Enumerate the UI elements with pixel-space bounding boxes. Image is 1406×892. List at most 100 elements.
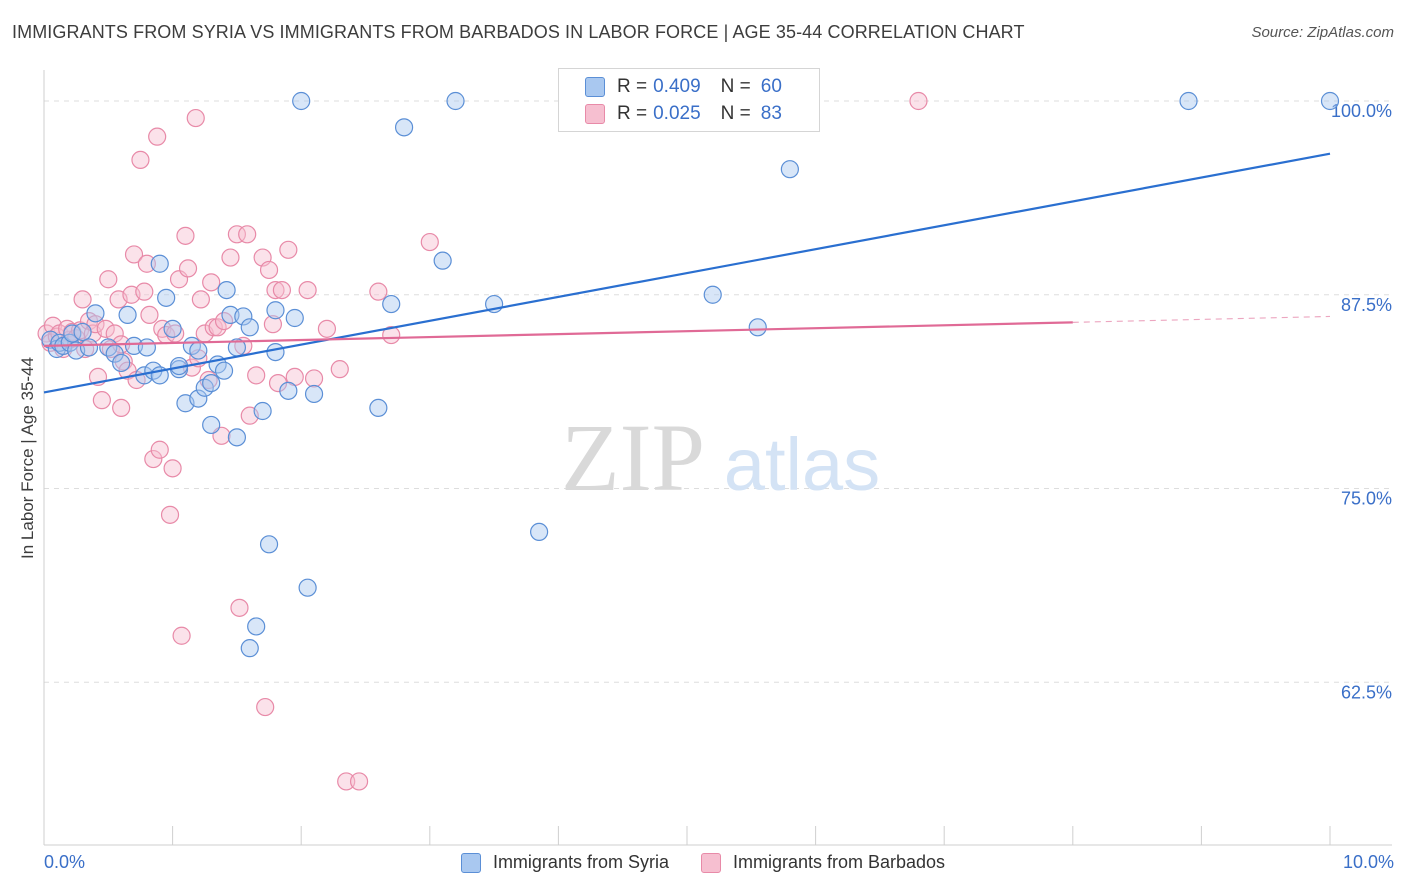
syria-point [202,374,221,393]
barbados-point [227,225,246,244]
syria-point [217,281,236,300]
watermark-zip: ZIP [561,404,705,511]
barbados-point [99,270,118,289]
barbados-point [160,505,180,524]
syria-legend-swatch [460,852,481,873]
barbados-point [124,245,144,264]
legend-r-label: R = [617,76,648,97]
barbados-point [298,281,317,300]
barbados-point [382,325,401,345]
barbados-trend-line [43,321,1073,347]
syria-point [433,251,452,270]
barbados-point [131,150,150,169]
barbados-trend-line-extension [1072,315,1331,323]
syria-r-value: 0.409 [653,76,701,97]
syria-point [292,91,311,111]
syria-point [530,522,549,542]
barbados-points [37,91,928,791]
syria-point [73,322,92,342]
barbados-point [420,232,439,252]
barbados-point [144,449,163,469]
barbados-point [230,598,249,617]
barbados-r-value: 0.025 [653,103,701,124]
barbados-point [92,391,111,410]
barbados-point [304,369,324,388]
syria-point [304,384,324,404]
axes [43,70,1392,846]
syria-point [703,285,722,304]
syria-n-value: 60 [760,76,782,97]
syria-point [214,361,234,380]
x-tick-label-min: 0.0% [44,852,86,872]
legend-item-syria: Immigrants from Syria [460,852,669,873]
syria-point [118,305,137,324]
barbados-point [186,108,205,128]
legend-r-label: R = [617,103,648,124]
syria-point [112,353,131,373]
syria-point [394,118,414,137]
barbados-point [73,290,92,309]
syria-point [748,318,767,337]
syria-point [227,428,246,447]
barbados-point [263,315,283,334]
grid-lines [44,100,1392,683]
barbados-n-value: 83 [760,103,782,124]
barbados-point [337,772,356,791]
syria-point [202,415,221,435]
syria-point [780,160,799,179]
watermark-atlas: atlas [724,423,880,506]
series-legend: Immigrants from Syria Immigrants from Ba… [0,852,1406,873]
syria-swatch [585,77,605,97]
watermark: ZIP atlas [561,404,880,511]
syria-point [79,338,99,357]
syria-point [240,318,259,337]
syria-trend-line [43,152,1331,394]
barbados-point [150,440,169,459]
syria-point [1179,91,1198,111]
barbados-point [135,282,154,301]
correlation-legend: R = 0.409 N = 60 R = 0.025 N = 83 [558,68,820,132]
barbados-point [178,259,198,278]
syria-point [86,304,105,323]
barbados-point [163,459,182,478]
syria-point [266,343,285,362]
y-tick-labels: 62.5% 75.0% 87.5% 100.0% [1331,101,1392,702]
barbados-point [96,319,115,338]
legend-row-barbados: R = 0.025 N = 83 [585,102,782,126]
trend-lines [43,152,1331,394]
legend-item-barbados: Immigrants from Barbados [700,852,945,873]
syria-point [137,338,156,357]
barbados-point [191,290,210,309]
syria-points [41,91,1340,658]
y-tick-label: 62.5% [1341,682,1392,702]
syria-point [382,294,401,314]
syria-point [253,401,272,421]
syria-point [150,254,169,273]
barbados-point [909,91,928,111]
syria-legend-label: Immigrants from Syria [492,852,669,872]
syria-point [298,578,317,597]
legend-n-label: N = [720,103,751,124]
barbados-point [176,226,195,245]
barbados-point [112,398,131,417]
barbados-point [259,260,279,280]
barbados-point [148,127,167,146]
barbados-point [247,366,266,385]
chart-title: IMMIGRANTS FROM SYRIA VS IMMIGRANTS FROM… [12,22,1025,42]
barbados-point [266,281,285,300]
y-axis-label: In Labor Force | Age 35-44 [18,357,37,559]
y-tick-label: 87.5% [1341,295,1392,315]
syria-point [1320,91,1340,111]
barbados-swatch [585,104,605,124]
barbados-point [140,305,159,324]
syria-point [189,341,208,360]
syria-point [189,389,208,408]
barbados-point [330,360,349,379]
syria-point [157,288,176,307]
barbados-point [279,240,298,259]
barbados-point [221,248,240,267]
barbados-point [204,318,223,337]
barbados-point [317,319,337,338]
barbados-point [238,225,257,244]
